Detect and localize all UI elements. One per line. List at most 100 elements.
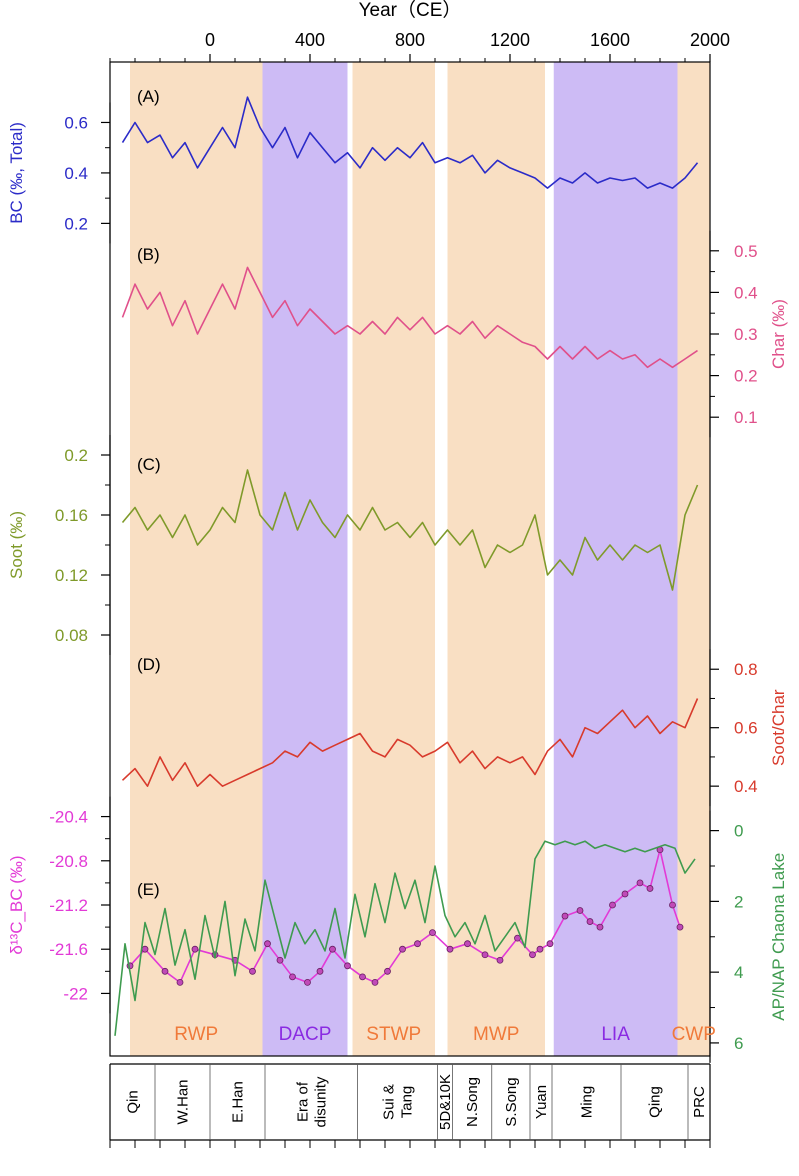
series-point xyxy=(191,945,199,953)
dynasty-label-line: Qing xyxy=(647,1086,664,1118)
y-tick-label: -20.8 xyxy=(49,852,88,871)
dynasty-label-line: Ming xyxy=(579,1086,596,1119)
y-tick-label: 2 xyxy=(734,892,743,911)
period-band-stwp xyxy=(352,62,435,1056)
y-tick-label: 0.3 xyxy=(734,325,758,344)
series-point xyxy=(609,901,616,909)
series-point xyxy=(249,967,256,975)
y-tick-label: 0.5 xyxy=(734,242,758,261)
series-line-3 xyxy=(121,469,699,591)
dynasty-label-line: Era of xyxy=(294,1081,311,1122)
y-tick-label: 0.16 xyxy=(55,506,88,525)
period-label-cwp: CWP xyxy=(672,1024,716,1045)
period-band-mwp xyxy=(447,62,545,1056)
period-label-rwp: RWP xyxy=(174,1024,218,1045)
series-point xyxy=(481,951,489,959)
dynasty-label-line: PRC xyxy=(691,1086,708,1118)
y-tick-label: 0.6 xyxy=(734,719,758,738)
dynasty-label-line: N.Song xyxy=(464,1077,481,1127)
series-point xyxy=(636,879,644,887)
series-point xyxy=(561,912,569,920)
series-point xyxy=(371,978,379,986)
series-point xyxy=(464,940,471,948)
series-point xyxy=(264,940,271,948)
x-tick-label: 1200 xyxy=(490,30,530,50)
period-label-lia: LIA xyxy=(601,1024,630,1045)
dynasty-label-line: Sui & xyxy=(381,1084,398,1120)
period-band-rwp xyxy=(130,62,263,1056)
panel-label: (E) xyxy=(137,880,160,899)
y-tick-label: 0.12 xyxy=(55,566,88,585)
y-tick-label: 0.1 xyxy=(734,408,758,427)
series-point xyxy=(359,973,366,981)
y-tick-label: 0.4 xyxy=(64,164,88,183)
series-point xyxy=(529,951,536,959)
y-axis-title: δ¹³C_BC (‰) xyxy=(7,855,26,954)
y-tick-label: 0.2 xyxy=(64,446,88,465)
x-tick-label: 800 xyxy=(395,30,425,50)
series-point xyxy=(669,901,676,909)
y-axis-title: Soot/Char xyxy=(769,689,788,766)
dynasty-label-line: E.Han xyxy=(230,1081,247,1123)
x-tick-label: 400 xyxy=(295,30,325,50)
period-band-cwp xyxy=(677,62,710,1056)
y-tick-label: -22 xyxy=(63,984,88,1003)
dynasty-label: Yuan xyxy=(533,1085,550,1119)
series-point xyxy=(316,967,324,975)
panel-label: (B) xyxy=(137,245,160,264)
dynasty-label: N.Song xyxy=(464,1077,481,1127)
dynasty-label-line: Yuan xyxy=(533,1085,550,1119)
y-tick-label: 0.2 xyxy=(734,367,758,386)
dynasty-label: W.Han xyxy=(175,1079,192,1124)
dynasty-label: S.Song xyxy=(503,1077,520,1126)
y-axis-title: BC (‰, Total) xyxy=(7,122,26,224)
y-tick-label: 6 xyxy=(734,1034,743,1053)
series-point xyxy=(414,940,421,948)
panel-label: (A) xyxy=(137,87,160,106)
x-tick-label: 1600 xyxy=(590,30,630,50)
series-point xyxy=(446,945,454,953)
y-axis-title: Char (‰) xyxy=(769,299,788,369)
series-lines: (A) (B) (C) (D) (E) xyxy=(114,87,699,1036)
series-point xyxy=(289,973,296,981)
period-label-stwp: STWP xyxy=(366,1024,421,1045)
dynasty-label: Ming xyxy=(579,1086,596,1119)
y-tick-label: 0.08 xyxy=(55,626,88,645)
period-label-dacp: DACP xyxy=(279,1024,332,1045)
series-point xyxy=(329,945,336,953)
dynasty-label: 5D&10K xyxy=(437,1074,454,1130)
series-line-5 xyxy=(129,848,681,984)
dynasty-label: PRC xyxy=(691,1086,708,1118)
y-tick-label: 0.4 xyxy=(734,283,758,302)
dynasty-label: Qing xyxy=(647,1086,664,1118)
y-tick-label: 0.8 xyxy=(734,660,758,679)
y-tick-label: -21.6 xyxy=(49,940,88,959)
period-band-dacp xyxy=(262,62,348,1056)
series-point xyxy=(304,978,311,986)
series-point xyxy=(276,956,284,964)
dynasty-label-line: Tang xyxy=(399,1086,416,1119)
y-tick-label: 0 xyxy=(734,822,743,841)
y-tick-label: 0.6 xyxy=(64,113,88,132)
series-point xyxy=(621,890,629,898)
dynasty-timeline: Qin W.Han E.Han Era ofdisunity Sui &Tang 5D&1… xyxy=(109,1063,711,1148)
dynasty-label: E.Han xyxy=(230,1081,247,1123)
dynasty-label-line: 5D&10K xyxy=(437,1074,454,1130)
dynasty-label-line: Qin xyxy=(125,1090,142,1113)
y-tick-label: -21.2 xyxy=(49,896,88,915)
dynasty-label-line: disunity xyxy=(312,1076,329,1127)
dynasty-label: Qin xyxy=(125,1090,142,1113)
series-point xyxy=(344,962,351,970)
period-bands xyxy=(130,62,710,1056)
period-band-lia xyxy=(553,62,678,1056)
series-point xyxy=(586,918,594,925)
y-axis-title: Soot (‰) xyxy=(7,511,26,579)
panel-label: (D) xyxy=(137,655,161,674)
dynasty-label: Era ofdisunity xyxy=(294,1076,329,1127)
dynasty-label-line: W.Han xyxy=(175,1079,192,1124)
series-point xyxy=(576,907,584,914)
series-line-1 xyxy=(121,96,699,189)
series-point xyxy=(429,929,436,937)
dynasty-label: Sui &Tang xyxy=(381,1084,416,1120)
